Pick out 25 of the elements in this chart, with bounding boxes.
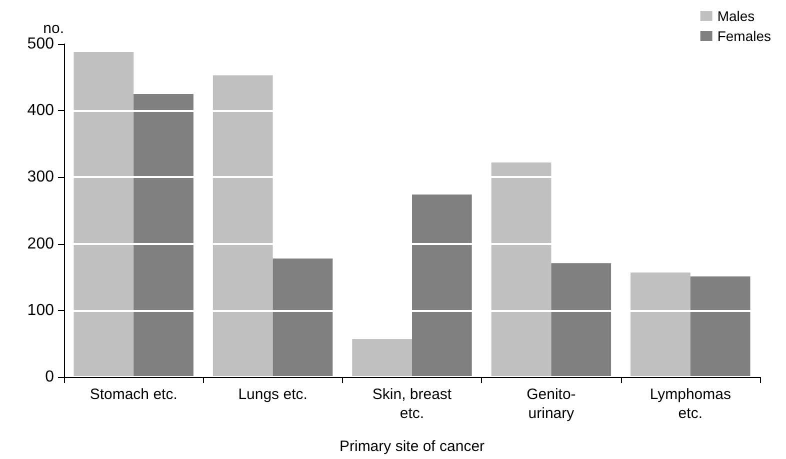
y-tick-label: 100	[27, 302, 54, 319]
x-axis-title: Primary site of cancer	[339, 438, 485, 455]
x-tick-label: Skin, breast etc.	[372, 386, 452, 422]
bar	[630, 272, 690, 377]
bar	[212, 75, 273, 377]
x-tick-label: Stomach etc.	[90, 386, 178, 403]
y-tick-label: 0	[45, 368, 54, 386]
bar	[491, 162, 552, 377]
x-tick-label: Lymphomas etc.	[650, 386, 731, 422]
bar	[272, 258, 333, 377]
bar	[551, 263, 612, 377]
y-axis-title: no.	[43, 20, 64, 37]
y-tick-label: 200	[27, 235, 54, 252]
x-tick-label: Genito- urinary	[526, 386, 576, 422]
x-tick-label: Lungs etc.	[238, 386, 308, 403]
bar	[74, 52, 134, 377]
legend-label: Males	[717, 8, 755, 24]
bar	[412, 194, 472, 377]
bar	[690, 276, 750, 377]
y-tick-label: 300	[27, 168, 54, 186]
y-tick-label: 500	[27, 36, 54, 52]
bar	[134, 94, 194, 377]
y-tick-label: 400	[27, 102, 54, 120]
bar	[352, 339, 412, 377]
legend-label: Females	[717, 28, 772, 44]
